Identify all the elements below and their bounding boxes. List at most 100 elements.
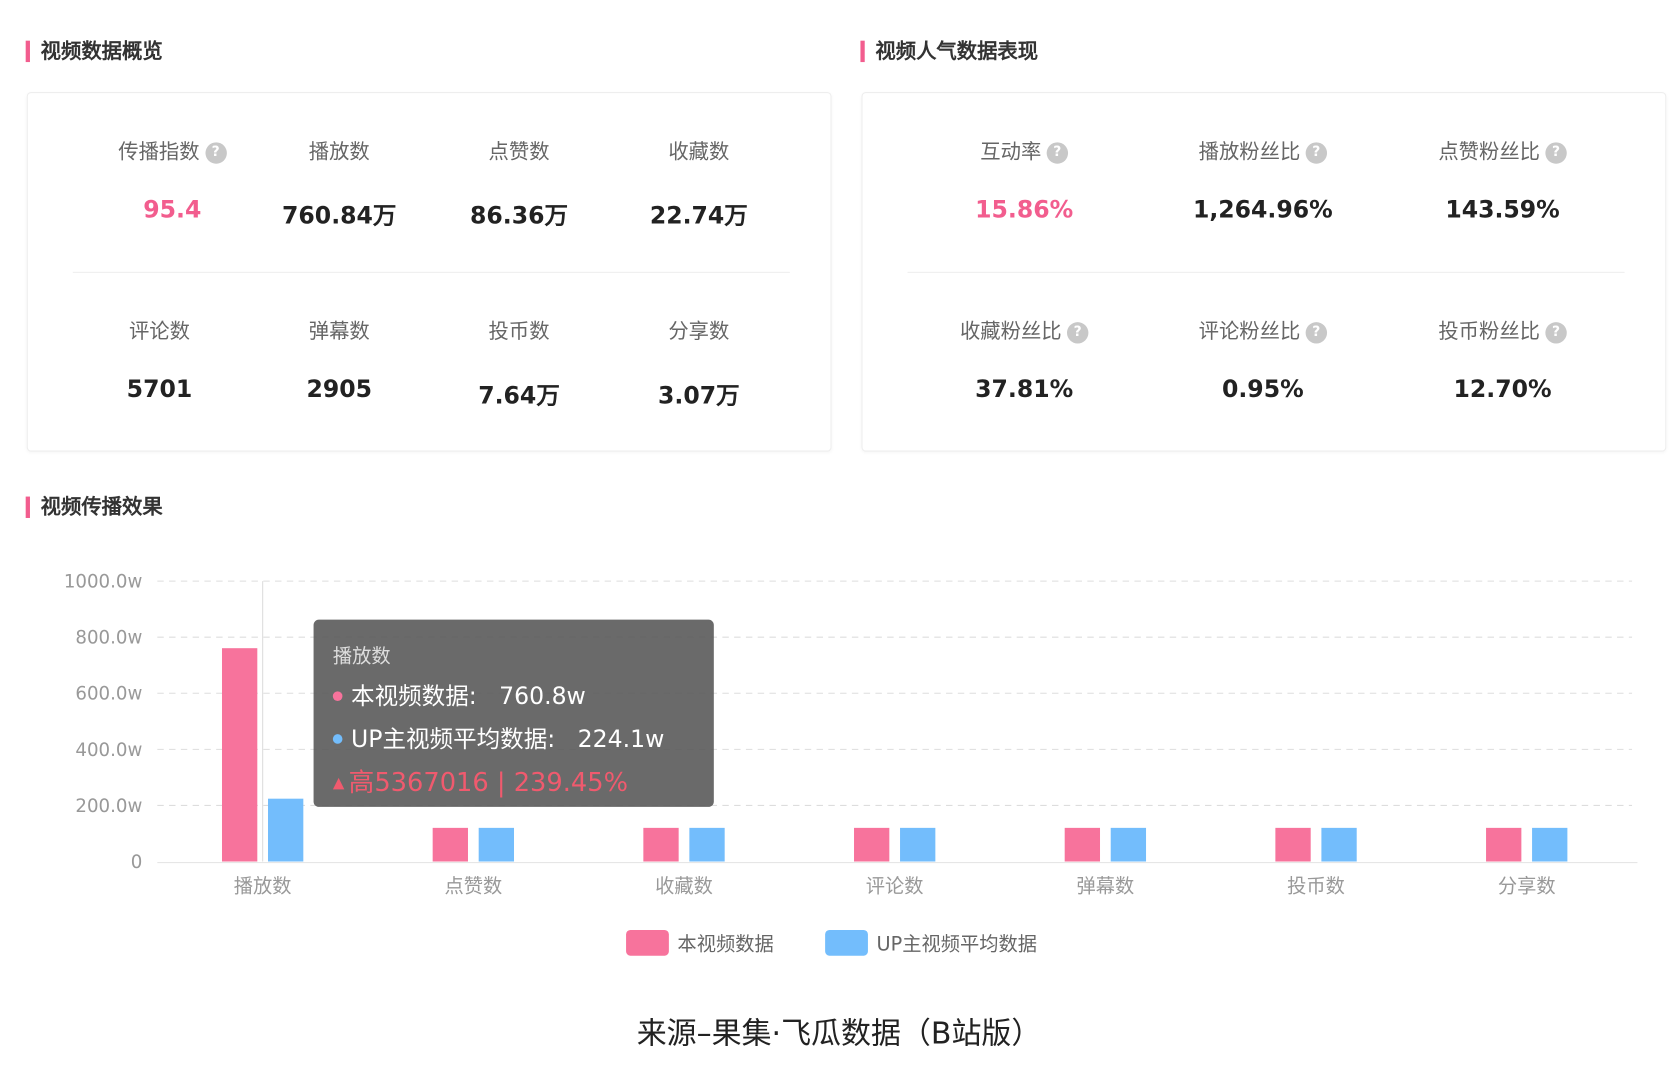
x-tick-label: 弹幕数 bbox=[1076, 875, 1134, 898]
stat-item: 弹幕数 2905 bbox=[248, 318, 430, 403]
stat-value: 22.74万 bbox=[649, 203, 748, 231]
stat-label: 分享数 bbox=[608, 318, 790, 346]
legend-item-video[interactable]: 本视频数据 bbox=[626, 929, 774, 957]
stat-item: 点赞粉丝比? 143.59% bbox=[1412, 138, 1594, 224]
stat-label: 投币粉丝比? bbox=[1412, 318, 1594, 346]
help-icon[interactable]: ? bbox=[1305, 322, 1328, 344]
stat-label: 评论数 bbox=[68, 318, 250, 346]
stat-value: 12.70% bbox=[1453, 376, 1552, 404]
bar-average bbox=[1532, 827, 1568, 862]
stat-label-text: 评论数 bbox=[128, 319, 190, 344]
overview-card bbox=[26, 92, 832, 452]
stat-item: 收藏数 22.74万 bbox=[608, 138, 790, 231]
bar-average bbox=[1321, 827, 1357, 862]
stat-value: 37.81% bbox=[975, 376, 1074, 404]
tooltip-diff: ▲ 高5367016 | 239.45% bbox=[333, 761, 695, 798]
stat-item: 传播指数? 95.4 bbox=[81, 138, 263, 224]
tooltip-label: 本视频数据: bbox=[351, 683, 477, 711]
bar-video bbox=[1064, 827, 1101, 862]
popularity-title: 视频人气数据表现 bbox=[860, 40, 1038, 63]
spread-title: 视频传播效果 bbox=[25, 496, 163, 519]
stat-label-text: 播放数 bbox=[308, 140, 370, 164]
stat-value: 7.64万 bbox=[478, 383, 560, 410]
help-icon[interactable]: ? bbox=[1545, 142, 1567, 164]
chart-legend: 本视频数据 UP主视频平均数据 bbox=[626, 929, 1037, 957]
tooltip-label: UP主视频平均数据: bbox=[351, 726, 556, 754]
stat-item: 播放数 760.84万 bbox=[248, 138, 430, 231]
legend-swatch bbox=[626, 930, 669, 956]
stat-label: 点赞数 bbox=[428, 138, 610, 166]
x-tick-label: 收藏数 bbox=[655, 875, 713, 898]
tooltip-diff-text: 高5367016 | 239.45% bbox=[348, 767, 628, 798]
stat-value: 0.95% bbox=[1221, 376, 1304, 404]
stat-label-text: 收藏粉丝比 bbox=[959, 319, 1062, 344]
stat-value: 1,264.96% bbox=[1192, 196, 1333, 224]
stat-item: 投币粉丝比? 12.70% bbox=[1412, 318, 1594, 404]
bar-average bbox=[478, 827, 515, 862]
stat-label-text: 分享数 bbox=[668, 319, 730, 344]
caption: 来源–果集·飞瓜数据（B站版） bbox=[636, 1015, 1042, 1051]
stat-item: 投币数 7.64万 bbox=[428, 318, 610, 411]
stat-item: 评论数 5701 bbox=[68, 318, 250, 404]
bar-average bbox=[268, 798, 304, 862]
stat-label: 收藏数 bbox=[608, 138, 790, 166]
bar-video bbox=[1486, 827, 1522, 862]
x-tick-label: 评论数 bbox=[866, 875, 924, 898]
x-tick-label: 播放数 bbox=[234, 875, 292, 898]
tooltip-value: 760.8w bbox=[499, 683, 586, 711]
stat-label: 播放粉丝比? bbox=[1172, 138, 1354, 166]
stat-label: 投币数 bbox=[428, 318, 610, 346]
stat-value: 5701 bbox=[126, 376, 193, 404]
x-tick-label: 分享数 bbox=[1498, 875, 1556, 898]
help-icon[interactable]: ? bbox=[204, 142, 227, 164]
stat-label: 互动率? bbox=[933, 138, 1115, 166]
legend-item-average[interactable]: UP主视频平均数据 bbox=[825, 929, 1037, 957]
y-tick-label: 1000.0w bbox=[64, 572, 143, 593]
y-tick-label: 0 bbox=[131, 852, 143, 873]
stat-label-text: 点赞粉丝比 bbox=[1438, 140, 1541, 164]
blue-dot-icon bbox=[332, 734, 343, 744]
help-icon[interactable]: ? bbox=[1305, 142, 1328, 164]
stat-value: 15.86% bbox=[975, 196, 1074, 224]
stat-item: 评论粉丝比? 0.95% bbox=[1172, 318, 1354, 404]
overview-title: 视频数据概览 bbox=[25, 40, 163, 63]
stat-item: 点赞数 86.36万 bbox=[428, 138, 610, 231]
y-tick-label: 400.0w bbox=[75, 740, 142, 761]
help-icon[interactable]: ? bbox=[1046, 142, 1069, 164]
stat-label: 传播指数? bbox=[81, 138, 263, 166]
stat-item: 互动率? 15.86% bbox=[933, 138, 1115, 224]
divider bbox=[907, 271, 1625, 273]
help-icon[interactable]: ? bbox=[1066, 322, 1089, 344]
stat-label-text: 收藏数 bbox=[668, 140, 730, 164]
popularity-card bbox=[861, 92, 1667, 452]
help-icon[interactable]: ? bbox=[1545, 322, 1567, 344]
stat-label-text: 播放粉丝比 bbox=[1198, 140, 1301, 164]
stat-label: 播放数 bbox=[248, 138, 430, 166]
stat-label: 弹幕数 bbox=[248, 318, 430, 346]
chart-tooltip: 播放数 本视频数据: 760.8w UP主视频平均数据: 224.1w ▲ 高53… bbox=[313, 619, 714, 807]
stat-label: 评论粉丝比? bbox=[1172, 318, 1354, 346]
stat-label: 点赞粉丝比? bbox=[1412, 138, 1594, 166]
bar-average bbox=[1110, 827, 1147, 862]
stat-label: 收藏粉丝比? bbox=[933, 318, 1115, 346]
stat-label-text: 投币数 bbox=[488, 319, 550, 344]
stat-label-text: 互动率 bbox=[980, 140, 1042, 164]
x-tick-label: 点赞数 bbox=[444, 875, 502, 898]
y-tick-label: 600.0w bbox=[75, 684, 142, 705]
y-tick-label: 800.0w bbox=[75, 628, 142, 649]
stat-value: 760.84万 bbox=[282, 203, 397, 231]
bar-video bbox=[221, 648, 258, 862]
tooltip-value: 224.1w bbox=[577, 726, 665, 754]
tooltip-row-average: UP主视频平均数据: 224.1w bbox=[332, 720, 695, 754]
legend-label: 本视频数据 bbox=[677, 933, 774, 956]
stat-value: 95.4 bbox=[143, 196, 202, 224]
stat-value: 143.59% bbox=[1445, 196, 1560, 224]
bar-average bbox=[900, 827, 936, 862]
stat-label-text: 弹幕数 bbox=[308, 319, 370, 344]
tooltip-title: 播放数 bbox=[332, 645, 391, 668]
x-tick-label: 投币数 bbox=[1287, 875, 1345, 898]
stat-label-text: 评论粉丝比 bbox=[1198, 319, 1301, 344]
stat-label-text: 点赞数 bbox=[488, 140, 550, 164]
